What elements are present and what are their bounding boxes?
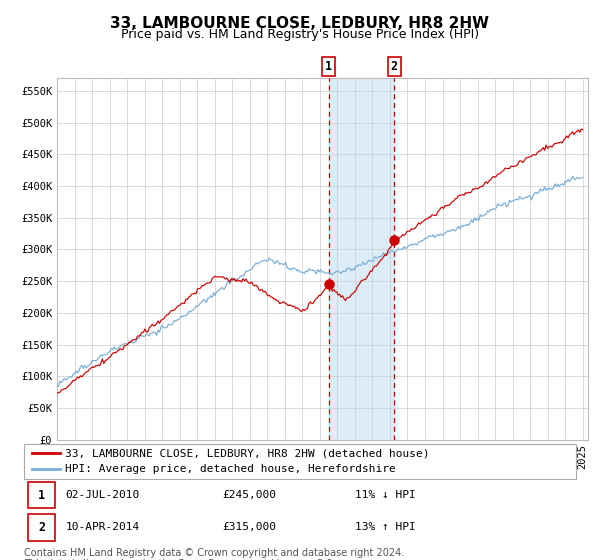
Text: 33, LAMBOURNE CLOSE, LEDBURY, HR8 2HW: 33, LAMBOURNE CLOSE, LEDBURY, HR8 2HW [110,16,490,31]
Text: £245,000: £245,000 [223,490,277,500]
Bar [28,514,55,541]
Text: £315,000: £315,000 [223,522,277,533]
Text: 10-APR-2014: 10-APR-2014 [65,522,140,533]
Text: 2: 2 [391,60,398,73]
Text: Price paid vs. HM Land Registry's House Price Index (HPI): Price paid vs. HM Land Registry's House … [121,28,479,41]
Text: 2: 2 [38,521,45,534]
Text: 33, LAMBOURNE CLOSE, LEDBURY, HR8 2HW (detached house): 33, LAMBOURNE CLOSE, LEDBURY, HR8 2HW (d… [65,448,430,458]
Bar [329,78,394,440]
Text: Contains HM Land Registry data © Crown copyright and database right 2024.
This d: Contains HM Land Registry data © Crown c… [24,548,404,560]
Text: 1: 1 [38,489,45,502]
Text: 1: 1 [325,60,332,73]
Text: 02-JUL-2010: 02-JUL-2010 [65,490,140,500]
Bar [28,482,55,508]
Text: 11% ↓ HPI: 11% ↓ HPI [355,490,416,500]
Text: HPI: Average price, detached house, Herefordshire: HPI: Average price, detached house, Here… [65,464,396,474]
Text: 13% ↑ HPI: 13% ↑ HPI [355,522,416,533]
